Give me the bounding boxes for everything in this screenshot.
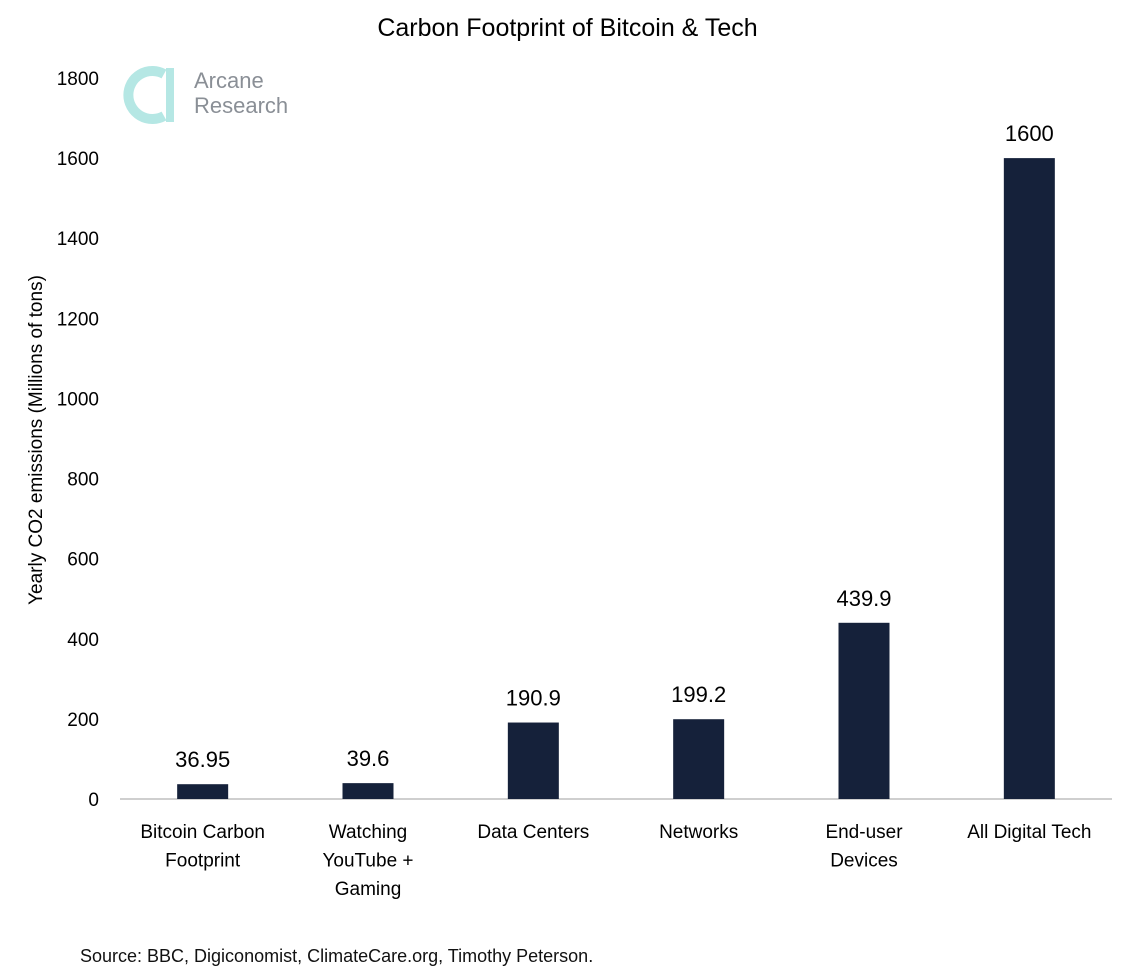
category-label: Watching YouTube + Gaming <box>322 822 413 900</box>
y-tick-label: 1800 <box>57 69 99 90</box>
category-label: All Digital Tech <box>967 822 1091 843</box>
y-tick-label: 200 <box>67 710 99 731</box>
bar <box>507 722 559 799</box>
source-note: Source: BBC, Digiconomist, ClimateCare.o… <box>80 946 594 966</box>
logo-text-line2: Research <box>194 93 289 118</box>
y-tick-label: 1200 <box>57 309 99 330</box>
category-label-line: Devices <box>830 851 898 872</box>
bar <box>342 783 394 799</box>
bar <box>838 622 890 799</box>
category-label-line: Data Centers <box>477 822 589 843</box>
y-tick-label: 400 <box>67 630 99 651</box>
data-label: 190.9 <box>506 686 561 711</box>
category-label: End-user Devices <box>825 822 903 872</box>
data-label: 199.2 <box>671 682 726 707</box>
y-tick-label: 0 <box>88 790 99 811</box>
y-tick-label: 1600 <box>57 149 99 170</box>
bar <box>1003 158 1055 800</box>
category-labels: Bitcoin Carbon Footprint Watching YouTube +… <box>140 822 1091 900</box>
category-label: Bitcoin Carbon Footprint <box>140 822 265 872</box>
category-label-line: All Digital Tech <box>967 822 1091 843</box>
y-axis-label: Yearly CO2 emissions (Millions of tons) <box>26 275 47 605</box>
arcane-research-logo: Arcane Research <box>122 66 312 126</box>
data-label: 1600 <box>1005 121 1054 146</box>
bar <box>177 784 229 799</box>
y-axis-ticks: 0 200 400 600 800 1000 1200 1400 1600 1800 <box>57 69 99 811</box>
bar <box>673 719 725 799</box>
category-label-line: Bitcoin Carbon <box>140 822 265 843</box>
category-label-line: Gaming <box>335 879 402 900</box>
category-label: Data Centers <box>477 822 589 843</box>
data-label: 439.9 <box>836 586 891 611</box>
arcane-logo-icon <box>123 66 174 124</box>
category-label: Networks <box>659 822 738 843</box>
category-label-line: Networks <box>659 822 738 843</box>
data-label: 39.6 <box>347 746 390 771</box>
category-label-line: Footprint <box>165 851 241 872</box>
y-tick-label: 1400 <box>57 229 99 250</box>
y-tick-label: 800 <box>67 470 99 491</box>
logo-text-line1: Arcane <box>194 68 264 93</box>
bars <box>177 158 1055 800</box>
category-label-line: Watching <box>329 822 408 843</box>
category-label-line: End-user <box>825 822 903 843</box>
data-label: 36.95 <box>175 747 230 772</box>
y-tick-label: 1000 <box>57 389 99 410</box>
data-labels: 36.95 39.6 190.9 199.2 439.9 1600 <box>175 121 1054 772</box>
chart-title: Carbon Footprint of Bitcoin & Tech <box>377 14 758 42</box>
y-tick-label: 600 <box>67 550 99 571</box>
category-label-line: YouTube + <box>322 851 413 872</box>
